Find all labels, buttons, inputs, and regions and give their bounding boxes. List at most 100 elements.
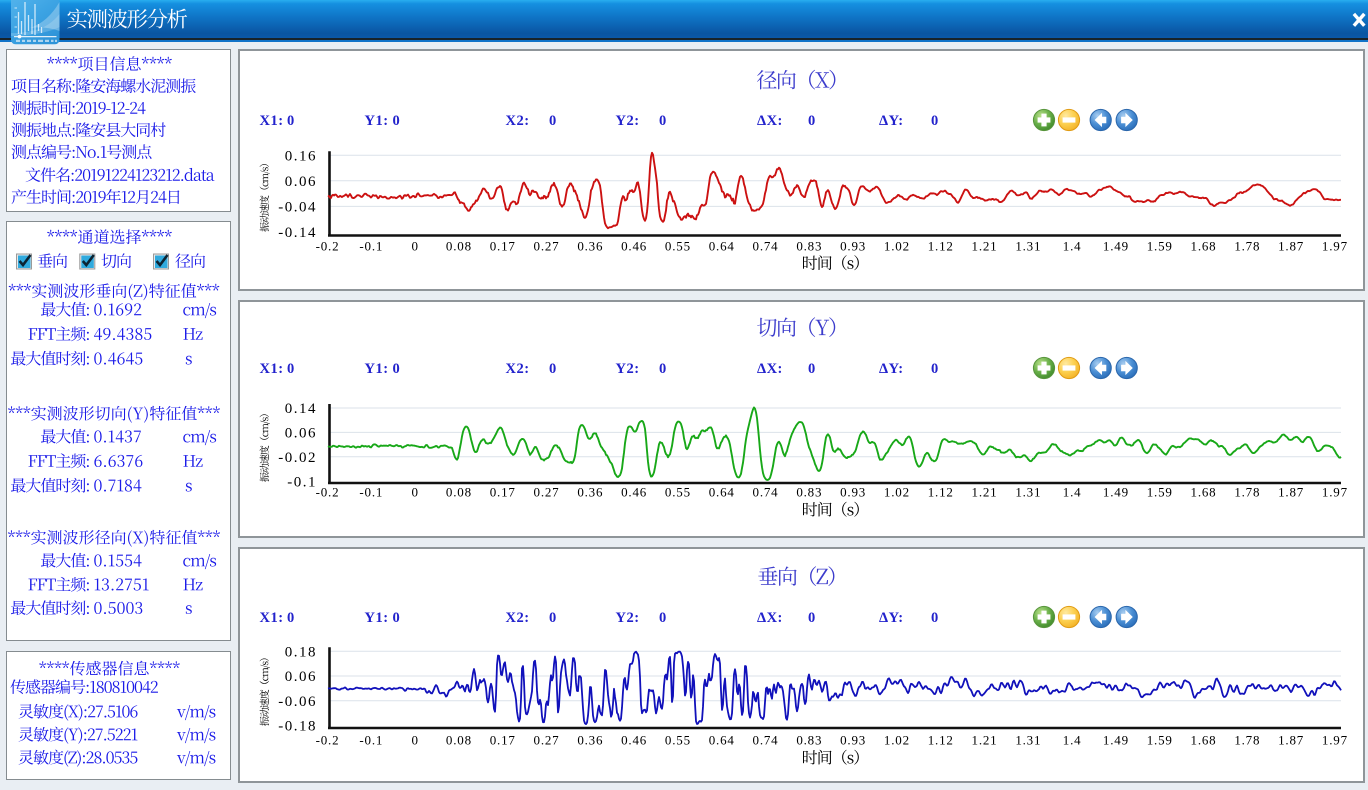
- svg-text:0.93: 0.93: [840, 239, 866, 254]
- svg-text:Y1:: Y1:: [365, 361, 389, 377]
- svg-text:0.06: 0.06: [285, 426, 317, 442]
- svg-text:0.06: 0.06: [285, 174, 317, 190]
- svg-text:1.68: 1.68: [1191, 485, 1217, 500]
- svg-text:1.31: 1.31: [1015, 239, 1041, 254]
- svg-text:1.4: 1.4: [1063, 485, 1082, 500]
- svg-text:0: 0: [931, 610, 938, 626]
- svg-text:0.64: 0.64: [709, 485, 735, 500]
- svg-text:1.12: 1.12: [928, 733, 954, 748]
- svg-text:-0.2: -0.2: [316, 733, 340, 748]
- svg-text:Y2:: Y2:: [616, 361, 640, 377]
- svg-text:1.12: 1.12: [928, 485, 954, 500]
- svg-text:0: 0: [287, 113, 294, 129]
- svg-text:0: 0: [411, 239, 418, 254]
- svg-text:1.21: 1.21: [972, 239, 998, 254]
- svg-text:0: 0: [411, 733, 418, 748]
- svg-text:X2:: X2:: [506, 113, 530, 129]
- svg-text:1.49: 1.49: [1103, 485, 1129, 500]
- svg-text:0.17: 0.17: [490, 239, 516, 254]
- svg-text:-0.1: -0.1: [359, 239, 383, 254]
- svg-text:1.78: 1.78: [1234, 485, 1260, 500]
- svg-text:0.93: 0.93: [840, 485, 866, 500]
- svg-text:0.83: 0.83: [796, 485, 822, 500]
- svg-text:ΔY:: ΔY:: [879, 113, 904, 129]
- svg-text:1.97: 1.97: [1322, 239, 1348, 254]
- svg-text:1.87: 1.87: [1278, 733, 1304, 748]
- svg-text:-0.1: -0.1: [287, 474, 317, 490]
- svg-text:1.4: 1.4: [1063, 733, 1082, 748]
- svg-text:1.78: 1.78: [1234, 239, 1260, 254]
- svg-text:0: 0: [808, 610, 815, 626]
- svg-text:0: 0: [659, 361, 666, 377]
- svg-text:X1:: X1:: [260, 361, 284, 377]
- svg-text:1.21: 1.21: [972, 733, 998, 748]
- svg-text:ΔX:: ΔX:: [757, 113, 783, 129]
- svg-text:ΔY:: ΔY:: [879, 610, 904, 626]
- svg-text:0: 0: [931, 113, 938, 129]
- svg-text:Y2:: Y2:: [616, 113, 640, 129]
- svg-text:0.36: 0.36: [577, 733, 603, 748]
- svg-text:X1:: X1:: [260, 610, 284, 626]
- svg-text:-0.06: -0.06: [278, 694, 317, 710]
- svg-text:0.36: 0.36: [577, 485, 603, 500]
- svg-text:1.49: 1.49: [1103, 733, 1129, 748]
- svg-text:0.08: 0.08: [446, 733, 472, 748]
- svg-text:-0.1: -0.1: [359, 733, 383, 748]
- svg-text:0.64: 0.64: [709, 733, 735, 748]
- svg-text:1.02: 1.02: [884, 733, 910, 748]
- svg-text:ΔX:: ΔX:: [757, 610, 783, 626]
- svg-text:1.97: 1.97: [1322, 733, 1348, 748]
- svg-text:1.68: 1.68: [1191, 239, 1217, 254]
- svg-text:ΔX:: ΔX:: [757, 361, 783, 377]
- svg-text:0.08: 0.08: [446, 239, 472, 254]
- svg-text:0.16: 0.16: [285, 148, 317, 164]
- svg-text:0.46: 0.46: [621, 239, 647, 254]
- svg-text:0.83: 0.83: [796, 239, 822, 254]
- svg-text:0.64: 0.64: [709, 239, 735, 254]
- svg-text:0.27: 0.27: [534, 733, 560, 748]
- svg-text:Y1:: Y1:: [365, 610, 389, 626]
- svg-text:X2:: X2:: [506, 610, 530, 626]
- svg-text:0.27: 0.27: [534, 239, 560, 254]
- svg-text:0.14: 0.14: [285, 401, 317, 417]
- svg-text:0: 0: [393, 610, 400, 626]
- svg-text:1.59: 1.59: [1147, 485, 1173, 500]
- svg-text:-0.04: -0.04: [278, 200, 317, 216]
- svg-text:0.74: 0.74: [753, 485, 779, 500]
- svg-text:0: 0: [287, 610, 294, 626]
- svg-text:0.55: 0.55: [665, 485, 691, 500]
- svg-text:1.97: 1.97: [1322, 485, 1348, 500]
- svg-text:1.12: 1.12: [928, 239, 954, 254]
- svg-text:Y1:: Y1:: [365, 113, 389, 129]
- svg-text:0.46: 0.46: [621, 733, 647, 748]
- svg-text:0.18: 0.18: [285, 645, 317, 661]
- svg-text:0.55: 0.55: [665, 239, 691, 254]
- svg-text:1.31: 1.31: [1015, 485, 1041, 500]
- svg-text:0: 0: [659, 113, 666, 129]
- svg-text:0.08: 0.08: [446, 485, 472, 500]
- svg-text:0: 0: [287, 361, 294, 377]
- svg-text:0.17: 0.17: [490, 485, 516, 500]
- svg-text:0: 0: [549, 361, 556, 377]
- svg-text:1.02: 1.02: [884, 485, 910, 500]
- svg-text:0.46: 0.46: [621, 485, 647, 500]
- svg-text:0.17: 0.17: [490, 733, 516, 748]
- svg-text:-0.02: -0.02: [278, 450, 317, 466]
- svg-text:0.36: 0.36: [577, 239, 603, 254]
- svg-text:0.55: 0.55: [665, 733, 691, 748]
- svg-text:0: 0: [549, 113, 556, 129]
- svg-text:-0.1: -0.1: [359, 485, 383, 500]
- svg-text:0.93: 0.93: [840, 733, 866, 748]
- svg-text:0: 0: [808, 113, 815, 129]
- svg-text:0.74: 0.74: [753, 239, 779, 254]
- svg-text:0: 0: [659, 610, 666, 626]
- svg-text:1.78: 1.78: [1234, 733, 1260, 748]
- svg-text:Y2:: Y2:: [616, 610, 640, 626]
- svg-text:0.27: 0.27: [534, 485, 560, 500]
- svg-text:-0.2: -0.2: [316, 239, 340, 254]
- svg-text:1.59: 1.59: [1147, 239, 1173, 254]
- svg-text:-0.18: -0.18: [278, 719, 317, 735]
- svg-text:0.06: 0.06: [285, 669, 317, 685]
- svg-text:-0.2: -0.2: [316, 485, 340, 500]
- svg-text:1.21: 1.21: [972, 485, 998, 500]
